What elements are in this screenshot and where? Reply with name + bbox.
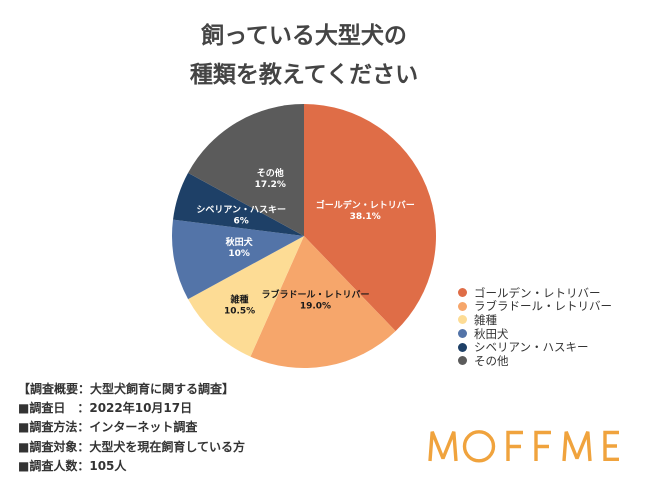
legend-swatch-3: [458, 315, 467, 325]
slice-label-value-6: 17.2%: [255, 180, 286, 190]
slice-label-name-6: その他: [257, 167, 284, 179]
legend-item-2: ラブラドール・レトリバー: [458, 299, 612, 314]
logo-letter-o: [462, 430, 496, 463]
pie-slice-6: [188, 103, 304, 236]
chart-title-line-2: 種類を教えてください: [189, 62, 419, 88]
slice-label-name-3: 雑種: [230, 293, 249, 305]
logo-letter-m: [562, 431, 592, 462]
slice-label-name-1: ゴールデン・レトリバー: [316, 199, 415, 211]
survey-target: ■調査対象：大型犬を現在飼育している方: [18, 439, 245, 454]
logo-letter-m: [428, 431, 458, 462]
pie-slices: [171, 103, 437, 368]
legend-label-5: シベリアン・ハスキー: [474, 340, 589, 355]
chart-title-line-1: 飼っている大型犬の: [201, 23, 407, 49]
chart-title: 飼っている大型犬の 種類を教えてください: [0, 17, 608, 95]
legend-item-5: シベリアン・ハスキー: [458, 340, 612, 354]
chart-legend: ゴールデン・レトリバー ラブラドール・レトリバー 雑種 秋田犬 シベリアン・ハスキー その…: [458, 286, 612, 368]
slice-label-value-1: 38.1%: [350, 212, 381, 222]
survey-date: ■調査日 ：2022年10月17日: [18, 401, 193, 416]
legend-swatch-5: [458, 342, 467, 352]
slice-label-name-5: シベリアン・ハスキー: [196, 204, 286, 215]
survey-method: ■調査方法：インターネット調査: [18, 420, 198, 435]
slice-label-value-5: 6%: [234, 216, 249, 226]
legend-label-6: その他: [474, 353, 509, 368]
survey-heading: 【調査概要：大型犬飼育に関する調査】: [18, 382, 235, 396]
slice-label-value-2: 19.0%: [300, 302, 331, 312]
pie-slice-5: [173, 172, 304, 236]
legend-label-4: 秋田犬: [474, 326, 509, 341]
legend-swatch-2: [458, 301, 467, 311]
slice-label-value-3: 10.5%: [224, 306, 255, 316]
legend-swatch-6: [458, 356, 467, 366]
slice-label-value-4: 10%: [228, 249, 250, 259]
slice-label-name-4: 秋田犬: [225, 236, 254, 248]
legend-item-6: その他: [458, 354, 612, 368]
logo-letter-f: [534, 430, 551, 461]
legend-item-1: ゴールデン・レトリバー: [458, 286, 612, 300]
logo-letter-f: [506, 430, 523, 461]
legend-swatch-1: [458, 288, 467, 298]
survey-sample-size: ■調査人数：105人: [18, 458, 127, 473]
pie-slice-2: [250, 236, 396, 368]
slice-label-name-2: ラブラドール・レトリバー: [261, 289, 369, 301]
legend-swatch-4: [458, 329, 467, 339]
legend-label-3: 雑種: [474, 312, 497, 327]
logo-letter-e: [603, 430, 619, 461]
moffme-logo: [428, 430, 619, 463]
legend-item-4: 秋田犬: [458, 327, 612, 341]
survey-summary: 【調査概要：大型犬飼育に関する調査】 ■調査日 ：2022年10月17日 ■調査…: [18, 380, 245, 476]
pie-slice-3: [188, 236, 304, 357]
pie-slice-1: [304, 104, 437, 332]
legend-label-2: ラブラドール・レトリバー: [474, 299, 612, 314]
pie-slice-4: [171, 219, 304, 300]
legend-item-3: 雑種: [458, 313, 612, 327]
legend-label-1: ゴールデン・レトリバー: [474, 285, 601, 300]
